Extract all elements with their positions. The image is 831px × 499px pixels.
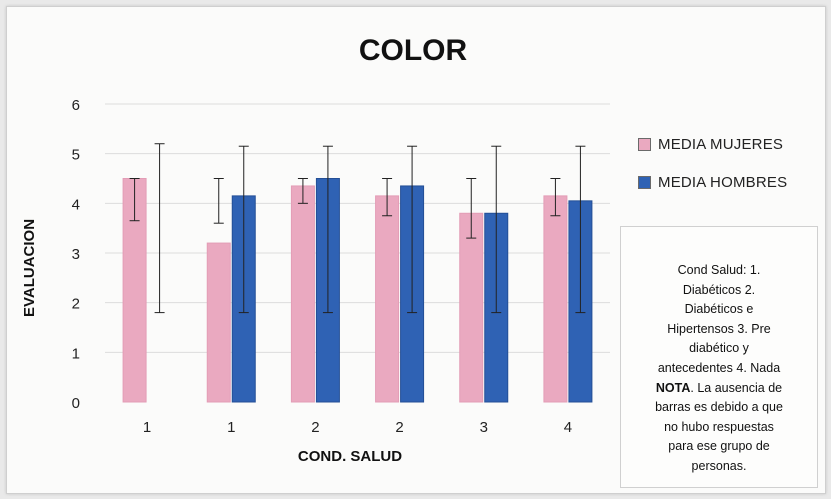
note-line: Diabéticos 2.: [682, 282, 756, 297]
x-tick-label: 1: [143, 419, 151, 436]
chart-title: COLOR: [359, 34, 468, 67]
x-axis-ticks: 1 1 2 2 3 4: [143, 419, 572, 436]
note-line: para ese grupo de: [668, 439, 770, 454]
note-bold-label: NOTA: [655, 380, 691, 395]
note-line: . La ausencia de: [690, 380, 783, 395]
note-line: no hubo respuestas: [664, 419, 774, 434]
bar: [206, 242, 231, 403]
x-tick-label: 1: [227, 419, 235, 436]
note-line: Diabéticos e: [684, 302, 754, 317]
gridlines: [105, 103, 610, 353]
bar: [459, 212, 484, 403]
y-tick-label: 6: [72, 97, 80, 114]
y-axis-ticks: 0 1 2 3 4 5 6: [72, 97, 80, 412]
bar: [290, 185, 315, 403]
bar: [543, 195, 568, 403]
bars: [122, 178, 593, 403]
legend-item-mujeres: MEDIA MUJERES: [638, 134, 787, 154]
note-line: barras es debido a que: [655, 400, 783, 415]
y-tick-label: 4: [72, 196, 80, 213]
note-box: Cond Salud: 1. Diabéticos 2. Diabéticos …: [620, 226, 818, 488]
bar: [375, 195, 400, 403]
x-tick-label: 3: [480, 419, 488, 436]
x-tick-label: 2: [395, 419, 403, 436]
y-tick-label: 2: [72, 296, 80, 313]
legend-item-hombres: MEDIA HOMBRES: [638, 172, 787, 192]
legend-swatch-mujeres: [638, 137, 651, 151]
x-tick-label: 2: [311, 419, 319, 436]
legend-label-hombres: MEDIA HOMBRES: [658, 173, 788, 191]
legend: MEDIA MUJERES MEDIA HOMBRES: [638, 134, 787, 210]
y-tick-label: 3: [72, 246, 80, 263]
note-line: Hipertensos 3. Pre: [667, 321, 771, 336]
legend-swatch-hombres: [638, 175, 651, 189]
x-tick-label: 4: [564, 419, 572, 436]
y-tick-label: 1: [72, 345, 80, 362]
error-bars: [129, 143, 586, 314]
note-line: Cond Salud: 1.: [677, 263, 761, 277]
y-tick-label: 5: [72, 147, 80, 164]
note-line: personas.: [691, 458, 747, 473]
y-axis-label: EVALUACION: [21, 219, 38, 317]
legend-label-mujeres: MEDIA MUJERES: [658, 135, 784, 153]
y-tick-label: 0: [72, 395, 80, 412]
x-axis-label: COND. SALUD: [298, 448, 402, 465]
note-line: antecedentes 4. Nada: [657, 360, 781, 375]
note-line: diabético y: [689, 341, 749, 356]
